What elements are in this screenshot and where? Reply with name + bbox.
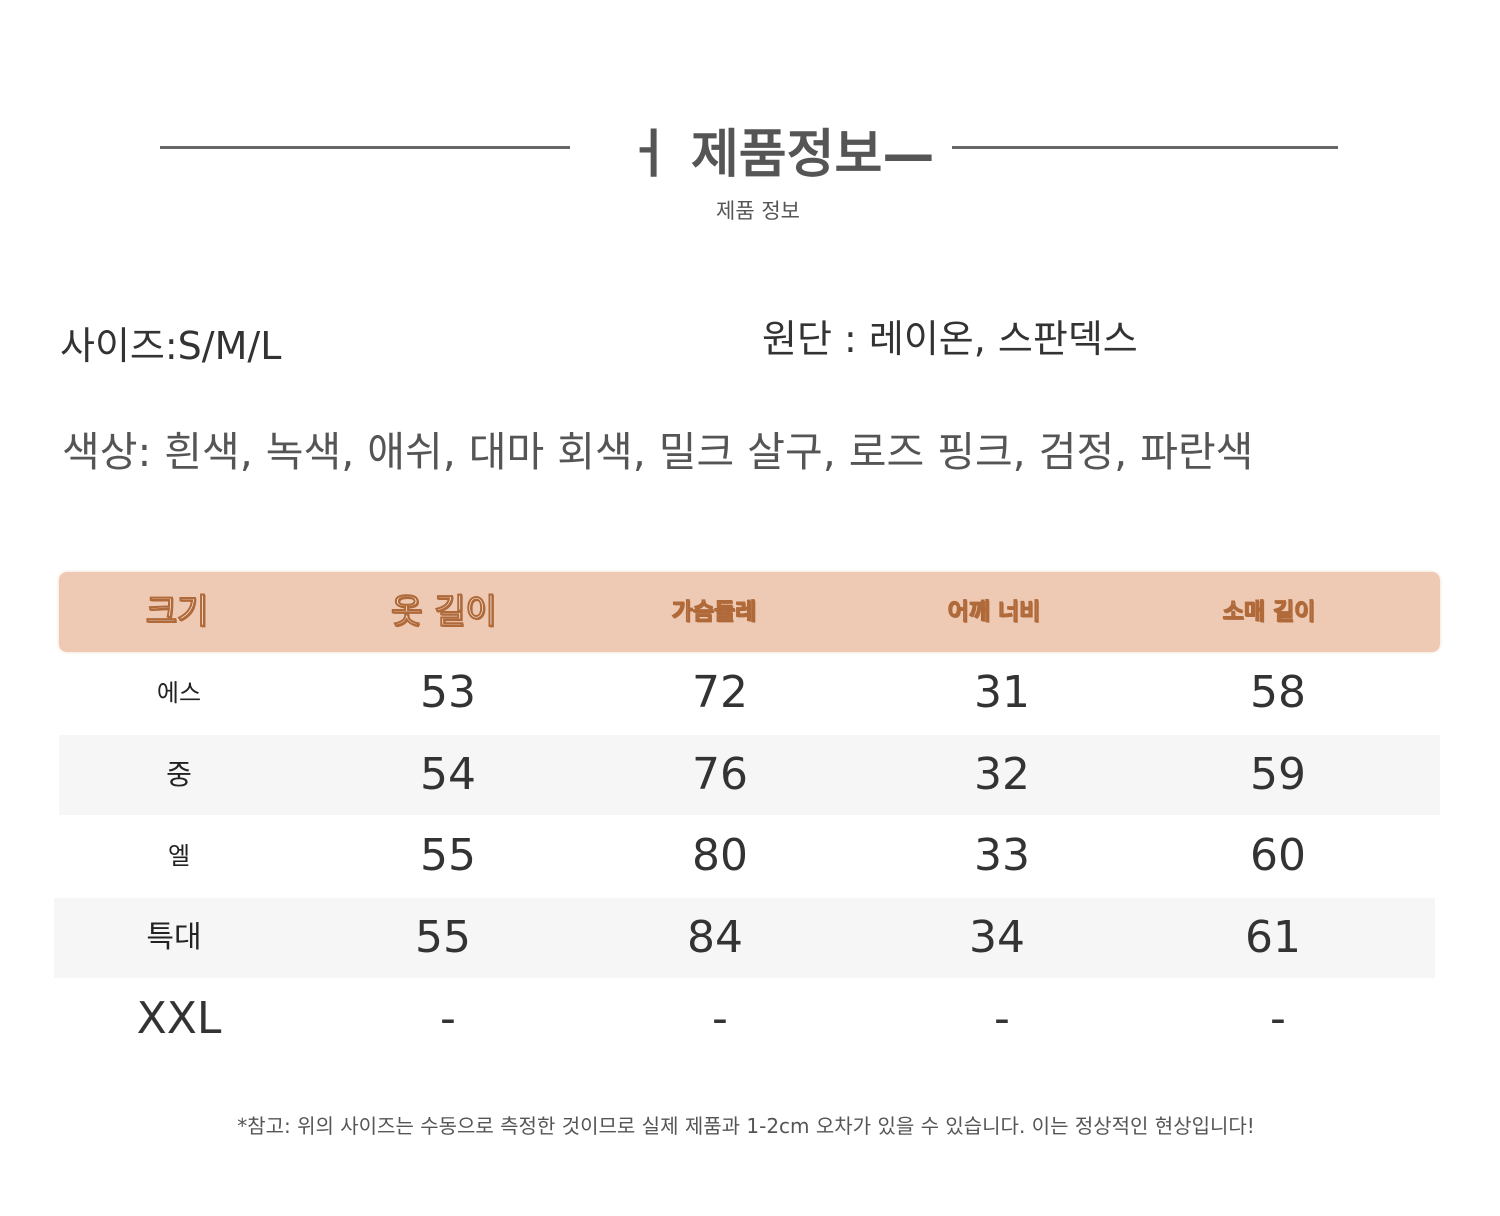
measurement-note: *참고: 위의 사이즈는 수동으로 측정한 것이므로 실제 제품과 1-2cm … xyxy=(237,1114,1255,1138)
measurement-cell: 72 xyxy=(692,667,748,718)
measurement-cell: 33 xyxy=(974,830,1030,881)
measurement-cell: 55 xyxy=(415,911,471,963)
page-subtitle: 제품 정보 xyxy=(716,199,800,223)
measurement-cell: 34 xyxy=(969,911,1025,963)
page-title: ㅓ 제품정보— xyxy=(625,112,934,187)
table-row: XXL - - - - xyxy=(59,979,1440,1059)
size-table-header: 크기 옷 길이 가슴둘레 어깨 너비 소매 길이 xyxy=(59,572,1440,652)
measurement-cell: - xyxy=(1270,993,1286,1044)
title-mark: ㅓ xyxy=(625,125,673,185)
table-row: 엘 55 80 33 60 xyxy=(59,816,1440,896)
header-divider-right xyxy=(952,146,1338,149)
header-divider-left xyxy=(160,146,570,149)
size-label: 특대 xyxy=(146,919,202,955)
measurement-cell: 31 xyxy=(974,667,1030,718)
measurement-cell: 84 xyxy=(687,911,743,963)
table-row: 에스 53 72 31 58 xyxy=(59,653,1440,733)
measurement-cell: 76 xyxy=(692,748,748,800)
measurement-cell: - xyxy=(994,993,1010,1044)
measurement-cell: 32 xyxy=(974,748,1030,800)
measurement-cell: 54 xyxy=(420,748,476,800)
measurement-cell: - xyxy=(440,993,456,1044)
measurement-cell: 55 xyxy=(420,830,476,881)
column-header: 어깨 너비 xyxy=(947,599,1041,626)
title-text: 제품정보— xyxy=(690,125,935,185)
measurement-cell: 80 xyxy=(692,830,748,881)
size-label: XXL xyxy=(136,993,222,1044)
measurement-cell: 53 xyxy=(420,667,476,718)
column-header: 소매 길이 xyxy=(1222,599,1316,626)
size-label: 엘 xyxy=(167,842,191,870)
measurement-cell: - xyxy=(712,993,728,1044)
table-row: 중 54 76 32 59 xyxy=(59,734,1440,815)
column-header: 옷 길이 xyxy=(391,592,498,633)
column-header: 가슴둘레 xyxy=(671,599,757,626)
measurement-cell: 59 xyxy=(1250,748,1306,800)
column-header: 크기 xyxy=(145,592,209,633)
measurement-cell: 58 xyxy=(1250,667,1306,718)
size-label: 중 xyxy=(166,757,192,791)
size-info: 사이즈:S/M/L xyxy=(60,324,282,368)
measurement-cell: 60 xyxy=(1250,830,1306,881)
color-info: 색상: 흰색, 녹색, 애쉬, 대마 회색, 밀크 살구, 로즈 핑크, 검정,… xyxy=(62,428,1254,476)
size-label: 에스 xyxy=(156,679,202,707)
table-row: 특대 55 84 34 61 xyxy=(54,897,1435,978)
fabric-info: 원단 : 레이온, 스판덱스 xyxy=(762,317,1138,361)
measurement-cell: 61 xyxy=(1245,911,1301,963)
